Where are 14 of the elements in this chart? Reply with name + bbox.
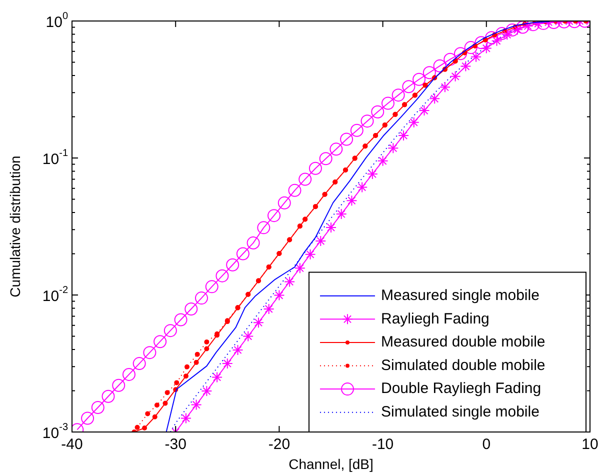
x-axis-title: Channel, [dB] <box>288 456 374 472</box>
legend-label: Double Rayliegh Fading <box>381 380 542 398</box>
legend-label: Rayliegh Fading <box>381 310 490 328</box>
legend-label: Simulated double mobile <box>381 356 546 374</box>
x-tick-label: -10 <box>372 436 394 454</box>
legend-label: Simulated single mobile <box>381 403 540 420</box>
x-tick-label: -40 <box>61 436 83 454</box>
legend-label: Measured single mobile <box>381 286 540 304</box>
x-tick-label: 10 <box>582 436 598 454</box>
x-tick-label: -20 <box>268 436 290 454</box>
x-tick-label: 0 <box>482 436 491 454</box>
legend-label: Measured double mobile <box>381 334 546 351</box>
y-axis-title: Cumulative distribution <box>6 156 23 298</box>
x-tick-label: -30 <box>164 436 186 454</box>
